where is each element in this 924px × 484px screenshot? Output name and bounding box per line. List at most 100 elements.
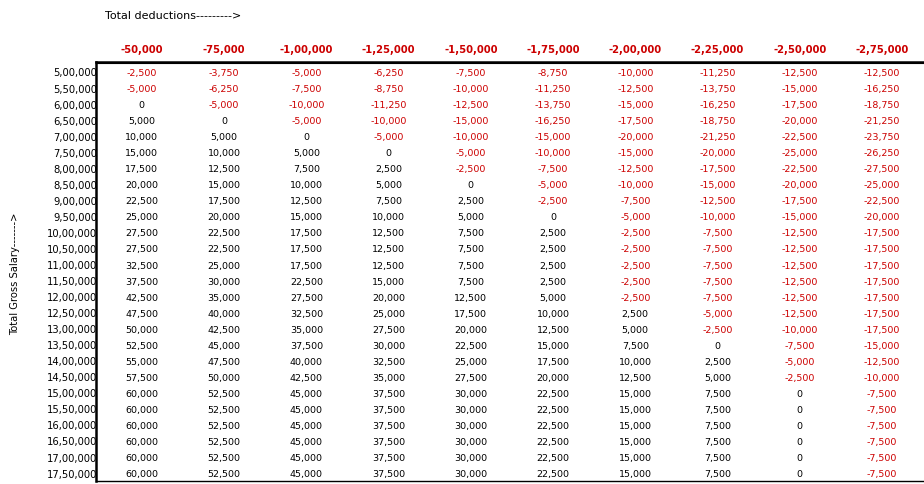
Text: 22,500: 22,500 <box>537 421 569 430</box>
Text: -5,000: -5,000 <box>291 117 322 126</box>
Text: 12,00,000: 12,00,000 <box>47 292 97 302</box>
Text: -7,500: -7,500 <box>867 421 897 430</box>
Text: -6,250: -6,250 <box>373 69 404 78</box>
Text: 7,500: 7,500 <box>704 405 731 414</box>
Text: 52,500: 52,500 <box>208 453 240 462</box>
Text: 7,500: 7,500 <box>457 277 484 286</box>
Text: -12,500: -12,500 <box>782 261 818 270</box>
Text: 35,000: 35,000 <box>208 293 240 302</box>
Text: -17,500: -17,500 <box>864 229 900 238</box>
Text: -20,000: -20,000 <box>782 117 818 126</box>
Text: 12,500: 12,500 <box>208 165 240 174</box>
Text: 13,00,000: 13,00,000 <box>47 324 97 334</box>
Text: -17,500: -17,500 <box>864 309 900 318</box>
Text: 37,500: 37,500 <box>372 421 405 430</box>
Text: -10,000: -10,000 <box>371 117 407 126</box>
Text: -16,250: -16,250 <box>535 117 571 126</box>
Text: 37,500: 37,500 <box>372 453 405 462</box>
Text: -10,000: -10,000 <box>535 149 571 158</box>
Text: -2,00,000: -2,00,000 <box>609 45 662 55</box>
Text: 12,500: 12,500 <box>290 197 322 206</box>
Text: 17,500: 17,500 <box>290 261 322 270</box>
Text: 15,00,000: 15,00,000 <box>47 389 97 398</box>
Text: 10,000: 10,000 <box>290 181 322 190</box>
Text: -5,000: -5,000 <box>702 309 733 318</box>
Text: -2,500: -2,500 <box>456 165 486 174</box>
Text: -7,500: -7,500 <box>620 197 650 206</box>
Text: 10,00,000: 10,00,000 <box>47 228 97 239</box>
Text: -2,500: -2,500 <box>620 229 650 238</box>
Text: 30,000: 30,000 <box>455 453 487 462</box>
Text: 5,000: 5,000 <box>375 181 402 190</box>
Text: -17,500: -17,500 <box>864 293 900 302</box>
Text: -7,500: -7,500 <box>702 261 733 270</box>
Text: 5,000: 5,000 <box>622 325 649 334</box>
Text: 12,500: 12,500 <box>455 293 487 302</box>
Text: -16,250: -16,250 <box>699 101 736 110</box>
Text: -21,250: -21,250 <box>699 133 736 142</box>
Text: 42,500: 42,500 <box>290 373 322 382</box>
Text: 60,000: 60,000 <box>126 453 158 462</box>
Text: -12,500: -12,500 <box>617 85 653 94</box>
Text: 10,000: 10,000 <box>372 213 405 222</box>
Text: 22,500: 22,500 <box>290 277 322 286</box>
Text: 17,00,000: 17,00,000 <box>47 453 97 463</box>
Text: 0: 0 <box>468 181 474 190</box>
Text: 25,000: 25,000 <box>126 213 158 222</box>
Text: -12,500: -12,500 <box>782 245 818 254</box>
Text: -15,000: -15,000 <box>535 133 571 142</box>
Text: 20,000: 20,000 <box>208 213 240 222</box>
Text: 52,500: 52,500 <box>208 437 240 446</box>
Text: 60,000: 60,000 <box>126 469 158 478</box>
Text: -22,500: -22,500 <box>782 165 818 174</box>
Text: 5,50,000: 5,50,000 <box>53 84 97 94</box>
Text: 22,500: 22,500 <box>537 405 569 414</box>
Text: 32,500: 32,500 <box>290 309 322 318</box>
Text: -7,500: -7,500 <box>702 293 733 302</box>
Text: -15,000: -15,000 <box>782 213 818 222</box>
Text: 52,500: 52,500 <box>126 341 158 350</box>
Text: 15,000: 15,000 <box>290 213 322 222</box>
Text: 15,000: 15,000 <box>619 469 651 478</box>
Text: 30,000: 30,000 <box>455 389 487 398</box>
Text: -7,500: -7,500 <box>538 165 568 174</box>
Text: 15,000: 15,000 <box>126 149 158 158</box>
Text: 7,500: 7,500 <box>704 437 731 446</box>
Text: 7,50,000: 7,50,000 <box>53 149 97 158</box>
Text: -15,000: -15,000 <box>617 149 653 158</box>
Text: 0: 0 <box>796 469 803 478</box>
Text: -7,500: -7,500 <box>291 85 322 94</box>
Text: -7,500: -7,500 <box>456 69 486 78</box>
Text: -7,500: -7,500 <box>867 469 897 478</box>
Text: 2,500: 2,500 <box>457 197 484 206</box>
Text: 2,500: 2,500 <box>540 277 566 286</box>
Text: -1,25,000: -1,25,000 <box>362 45 415 55</box>
Text: 25,000: 25,000 <box>208 261 240 270</box>
Text: 15,000: 15,000 <box>619 389 651 398</box>
Text: -10,000: -10,000 <box>453 85 489 94</box>
Text: -12,500: -12,500 <box>782 277 818 286</box>
Text: 7,500: 7,500 <box>375 197 402 206</box>
Text: -2,75,000: -2,75,000 <box>856 45 908 55</box>
Text: 30,000: 30,000 <box>455 469 487 478</box>
Text: 15,000: 15,000 <box>619 405 651 414</box>
Text: 17,50,000: 17,50,000 <box>46 469 97 479</box>
Text: 60,000: 60,000 <box>126 421 158 430</box>
Text: 15,000: 15,000 <box>372 277 405 286</box>
Text: -2,500: -2,500 <box>620 277 650 286</box>
Text: 20,000: 20,000 <box>537 373 569 382</box>
Text: -20,000: -20,000 <box>782 181 818 190</box>
Text: -7,500: -7,500 <box>867 389 897 398</box>
Text: 37,500: 37,500 <box>372 437 405 446</box>
Text: -2,500: -2,500 <box>538 197 568 206</box>
Text: -17,500: -17,500 <box>864 325 900 334</box>
Text: 0: 0 <box>796 437 803 446</box>
Text: 10,000: 10,000 <box>208 149 240 158</box>
Text: 55,000: 55,000 <box>126 357 158 366</box>
Text: 37,500: 37,500 <box>372 469 405 478</box>
Text: -17,500: -17,500 <box>864 245 900 254</box>
Text: 5,000: 5,000 <box>704 373 731 382</box>
Text: 17,500: 17,500 <box>455 309 487 318</box>
Text: -7,500: -7,500 <box>702 245 733 254</box>
Text: 22,500: 22,500 <box>537 453 569 462</box>
